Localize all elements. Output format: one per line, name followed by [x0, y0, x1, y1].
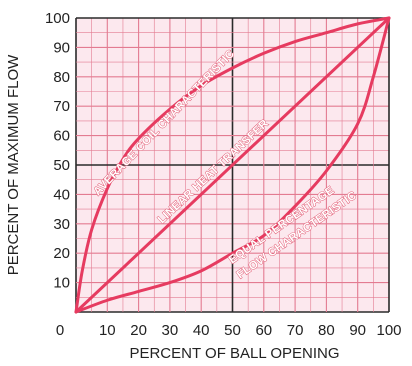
- y-tick-label: 30: [53, 216, 70, 233]
- curves: [74, 16, 391, 314]
- y-tick-label: 80: [53, 69, 70, 86]
- x-axis-title: PERCENT OF BALL OPENING: [129, 345, 339, 362]
- y-tick-label: 50: [53, 157, 70, 174]
- curve-equal-percentage: [74, 16, 391, 314]
- x-tick-label: 70: [287, 322, 304, 339]
- x-tick-label: 10: [99, 322, 116, 339]
- y-axis-title: PERCENT OF MAXIMUM FLOW: [5, 54, 22, 275]
- y-tick-label: 60: [53, 128, 70, 145]
- y-tick-label: 10: [53, 275, 70, 292]
- x-tick-label: 40: [193, 322, 210, 339]
- x-tick-label: 0: [56, 322, 64, 339]
- x-tick-label: 50: [224, 322, 241, 339]
- x-tick-label: 30: [162, 322, 179, 339]
- y-tick-label: 20: [53, 245, 70, 262]
- x-tick-label: 20: [130, 322, 147, 339]
- x-tick-label: 80: [318, 322, 335, 339]
- ticks: 0 10 20 30 40 50 60 70 80 90 100 10 20 30 40 50 60 70 80 90…: [45, 10, 402, 339]
- x-tick-label: 60: [255, 322, 272, 339]
- y-tick-label: 40: [53, 186, 70, 203]
- y-tick-label: 70: [53, 98, 70, 115]
- y-tick-label: 100: [45, 10, 70, 27]
- curve-linear-heat-transfer: [74, 16, 391, 314]
- curve-average-coil: [74, 16, 391, 314]
- x-tick-label: 90: [349, 322, 366, 339]
- y-tick-label: 90: [53, 39, 70, 56]
- x-tick-label: 100: [376, 322, 401, 339]
